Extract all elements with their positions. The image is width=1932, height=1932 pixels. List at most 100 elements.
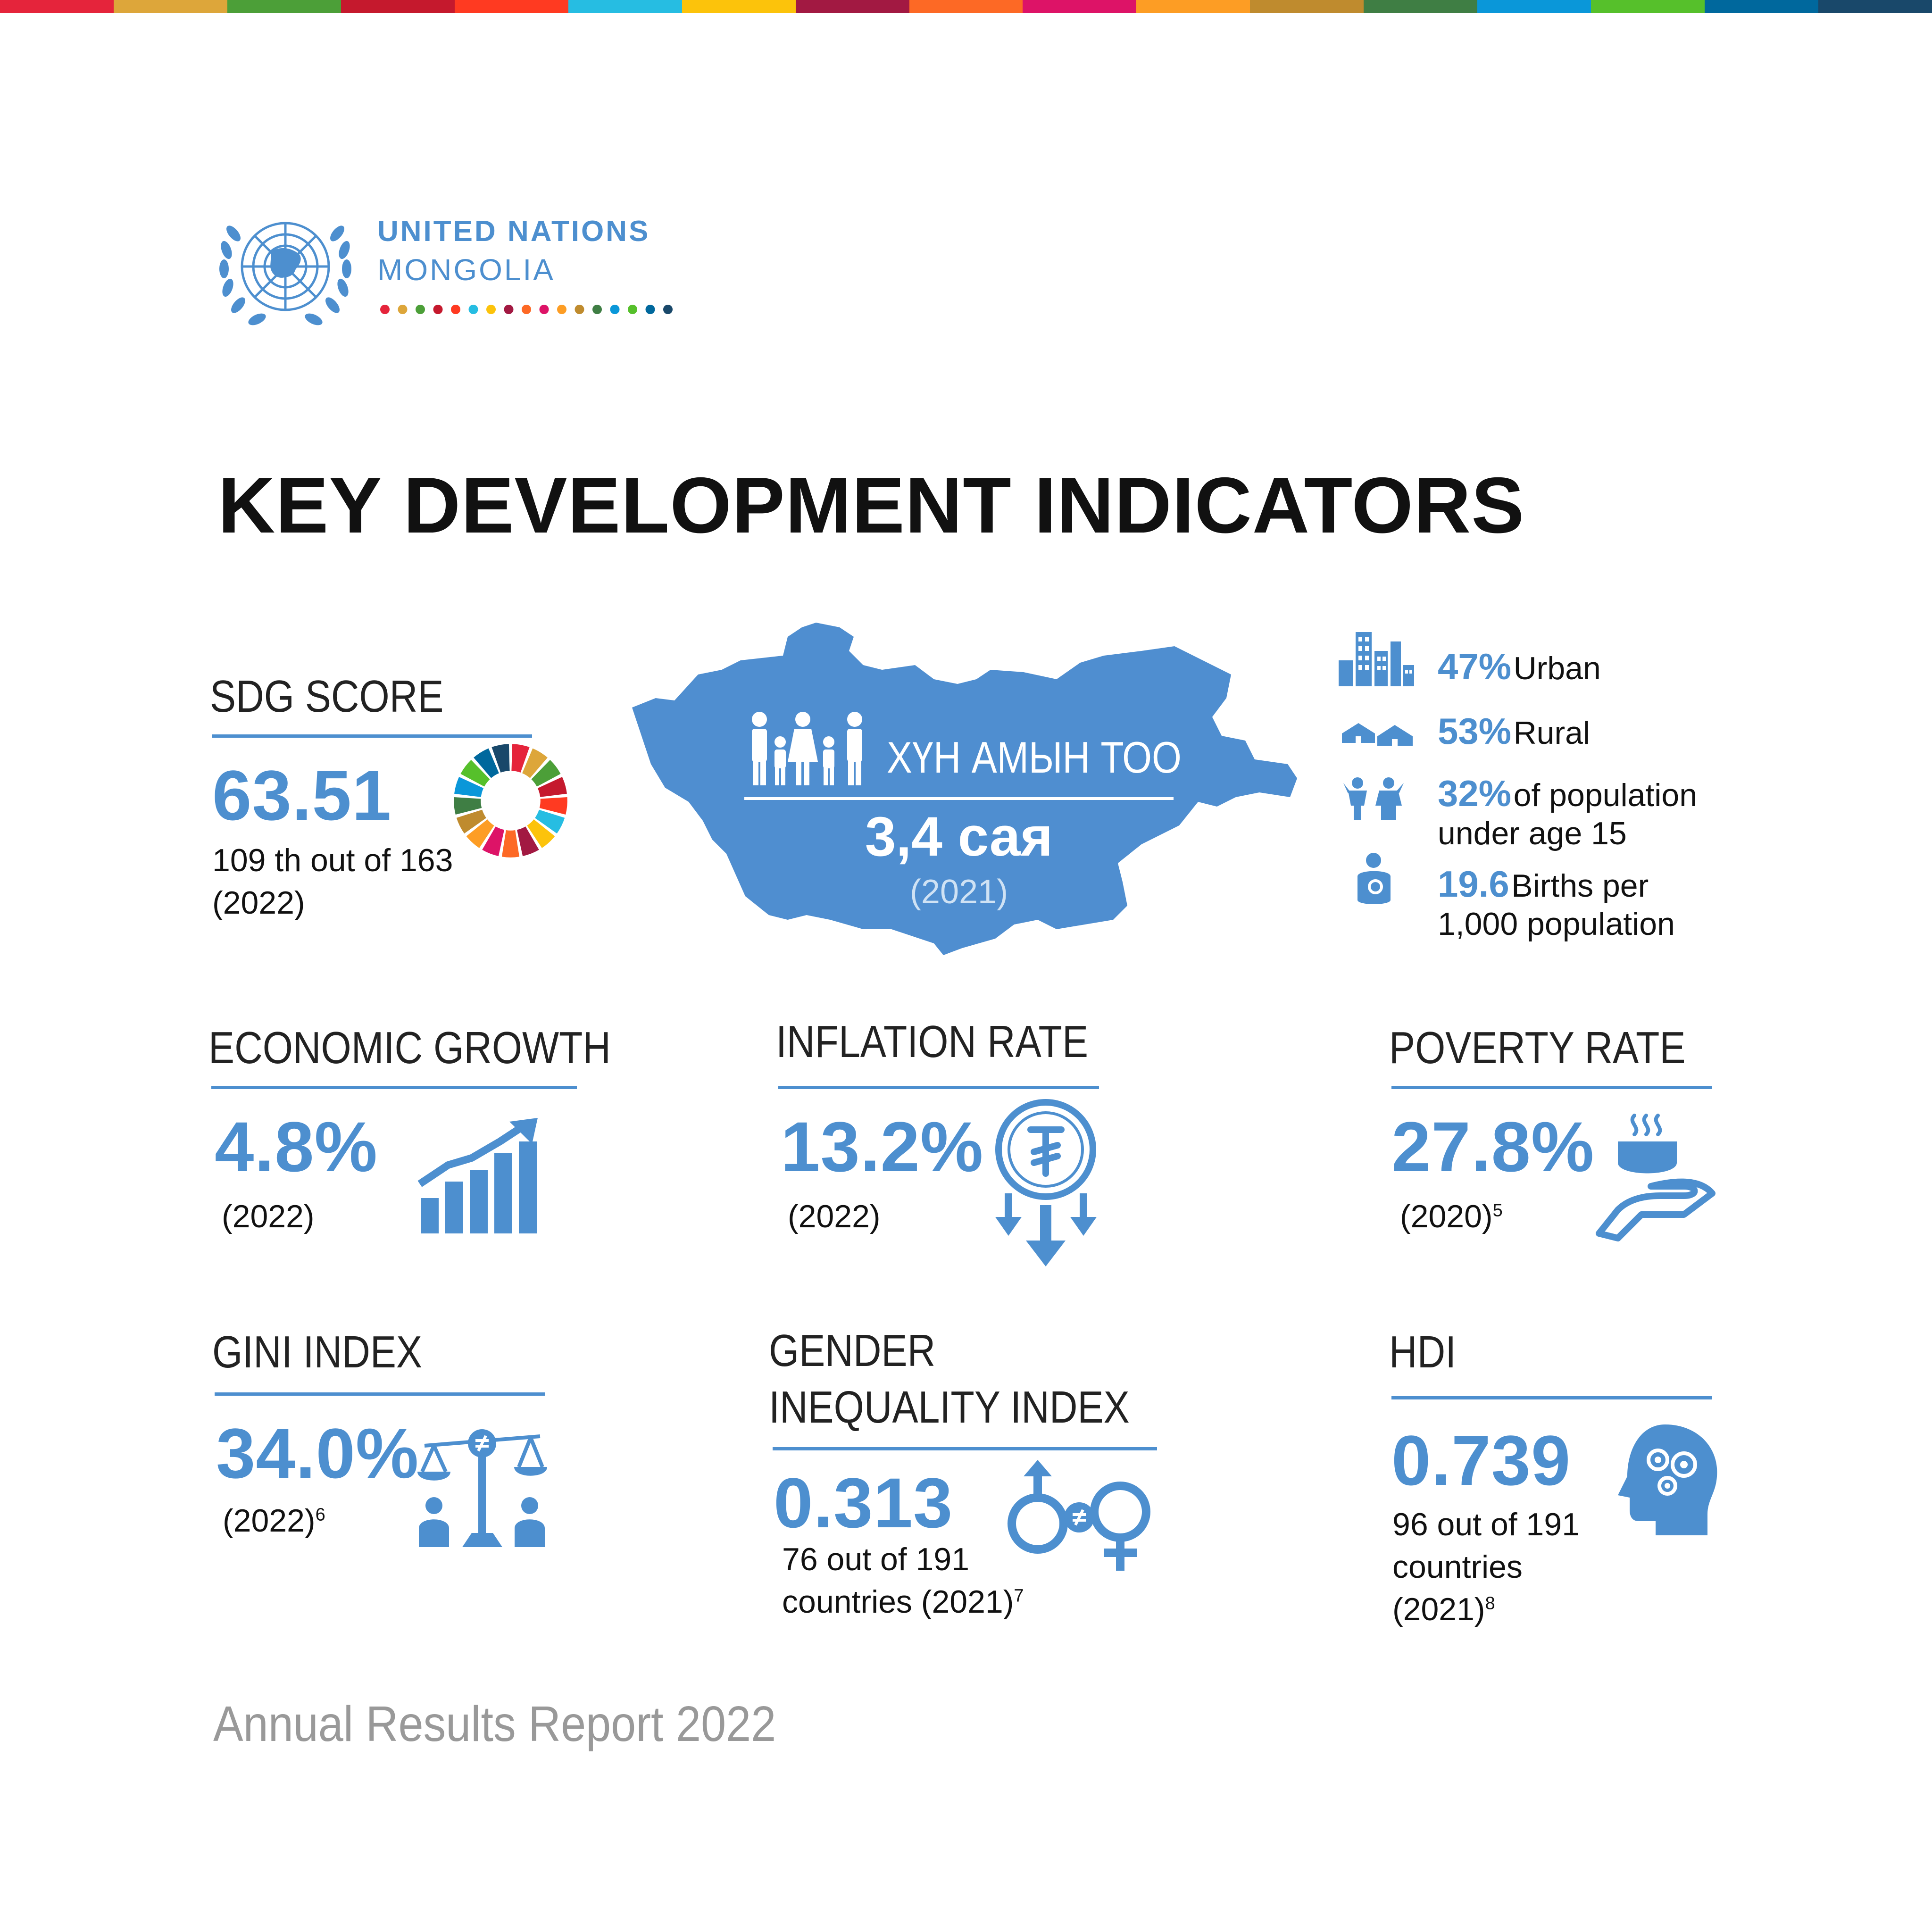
gini-value: 34.0%: [216, 1414, 419, 1493]
sdg-score-label: SDG SCORE: [210, 671, 444, 722]
mother-baby-icon: [1357, 853, 1391, 904]
head-gears-icon: [1618, 1424, 1717, 1535]
births-value: 19.6: [1438, 863, 1509, 905]
stripe-segment: [113, 0, 227, 13]
sdg-dot: [380, 305, 390, 314]
population-label: ХҮН АМЫН ТОО: [887, 733, 1182, 782]
stripe-segment: [1591, 0, 1705, 13]
stripe-segment: [454, 0, 568, 13]
sdg-wheel-segment: [531, 760, 561, 787]
sdg-dot: [468, 305, 478, 314]
tugrik-coin-down-icon: [995, 1099, 1097, 1266]
sdg-wheel-segment: [466, 819, 494, 848]
sdg-dot: [504, 305, 514, 314]
sdg-wheel-segment: [474, 748, 499, 778]
sdg-year: (2022): [212, 885, 305, 921]
hdi-label: HDI: [1389, 1327, 1457, 1377]
org-name: UNITED NATIONS: [377, 215, 650, 248]
stripe-segment: [1364, 0, 1478, 13]
sdg-color-stripe: [0, 0, 1932, 13]
economic-growth-year: (2022): [222, 1199, 315, 1234]
sdg-rule: [212, 734, 532, 738]
sdg-dots: [380, 305, 673, 314]
sdg-wheel-icon: [454, 744, 567, 858]
urban-value: 47%: [1438, 646, 1512, 687]
rural-text: Rural: [1513, 715, 1591, 751]
economic-growth-rule: [211, 1086, 577, 1089]
demo-urban: 47% Urban: [1438, 645, 1601, 688]
ger-yurt-icon: [1342, 723, 1413, 746]
children-value: 32%: [1438, 773, 1512, 814]
stripe-segment: [341, 0, 455, 13]
poverty-year: (2020): [1400, 1199, 1493, 1234]
balance-scale-icon: [417, 1429, 547, 1547]
poverty-note: 5: [1492, 1200, 1503, 1221]
stripe-segment: [568, 0, 682, 13]
rural-value: 53%: [1438, 710, 1512, 752]
stripe-segment: [227, 0, 341, 13]
sdg-wheel-segment: [539, 797, 567, 815]
inflation-rule: [778, 1086, 1099, 1089]
population-value: 3,4 сая: [865, 806, 1053, 868]
inflation-value: 13.2%: [781, 1107, 984, 1186]
demo-children: 32% of population under age 15: [1438, 773, 1697, 852]
sdg-wheel-segment: [501, 830, 520, 858]
poverty-label: POVERTY RATE: [1389, 1023, 1686, 1073]
sdg-rank: 109 th out of 163: [212, 842, 453, 878]
children-icon: [1343, 777, 1404, 820]
page-title: KEY DEVELOPMENT INDICATORS: [218, 461, 1525, 550]
sdg-dot: [645, 305, 655, 314]
inflation-label: INFLATION RATE: [776, 1016, 1089, 1067]
gini-note: 6: [315, 1505, 325, 1525]
hdi-line3-wrap: (2021)8: [1392, 1589, 1495, 1630]
sdg-wheel-segment: [491, 744, 510, 773]
demo-rural: 53% Rural: [1438, 710, 1590, 753]
growth-chart-icon: [417, 1118, 538, 1233]
gender-note: 7: [1014, 1586, 1024, 1606]
gender-rule: [773, 1447, 1157, 1450]
sdg-wheel-segment: [537, 777, 567, 797]
stripe-segment: [1705, 0, 1818, 13]
sdg-dot: [522, 305, 531, 314]
footer-report-title: Annual Results Report 2022: [213, 1696, 776, 1752]
gender-value: 0.313: [774, 1463, 953, 1542]
stripe-segment: [1477, 0, 1591, 13]
inflation-year: (2022): [788, 1199, 881, 1234]
hdi-line2: countries: [1392, 1549, 1523, 1585]
births-text: Births per: [1511, 868, 1649, 904]
poverty-rule: [1391, 1086, 1712, 1089]
population-rule: [744, 797, 1174, 800]
sdg-wheel-segment: [456, 809, 486, 834]
stripe-segment: [682, 0, 796, 13]
sdg-wheel-segment: [454, 777, 484, 797]
sdg-dot: [663, 305, 673, 314]
hdi-note: 8: [1485, 1593, 1495, 1614]
stripe-segment: [1023, 0, 1137, 13]
sdg-dot: [592, 305, 602, 314]
sdg-dot: [486, 305, 496, 314]
hdi-value: 0.739: [1391, 1421, 1571, 1500]
economic-growth-label: ECONOMIC GROWTH: [208, 1023, 611, 1073]
stripe-segment: [1250, 0, 1364, 13]
mongolia-map-icon: [632, 623, 1297, 955]
children-text2: under age 15: [1438, 815, 1627, 851]
demo-births: 19.6 Births per 1,000 population: [1438, 863, 1675, 942]
sdg-dot: [610, 305, 620, 314]
sdg-wheel-segment: [535, 809, 565, 834]
gender-line2: countries (2021): [782, 1584, 1014, 1620]
sdg-dot: [539, 305, 549, 314]
sdg-dot: [557, 305, 566, 314]
gini-rule: [215, 1392, 545, 1396]
gender-line2-wrap: countries (2021)7: [782, 1581, 1024, 1623]
city-buildings-icon: [1339, 632, 1414, 686]
sdg-wheel-segment: [527, 819, 555, 848]
un-emblem-icon: [219, 222, 351, 325]
gender-symbols-icon: [1008, 1460, 1150, 1571]
sdg-wheel-segment: [516, 826, 539, 857]
sdg-dot: [398, 305, 408, 314]
poverty-value: 27.8%: [1391, 1107, 1595, 1186]
gender-label-line1: GENDER: [769, 1325, 936, 1376]
gini-year: (2022): [223, 1503, 316, 1539]
gender-line1: 76 out of 191: [782, 1541, 970, 1577]
sdg-dot: [433, 305, 443, 314]
